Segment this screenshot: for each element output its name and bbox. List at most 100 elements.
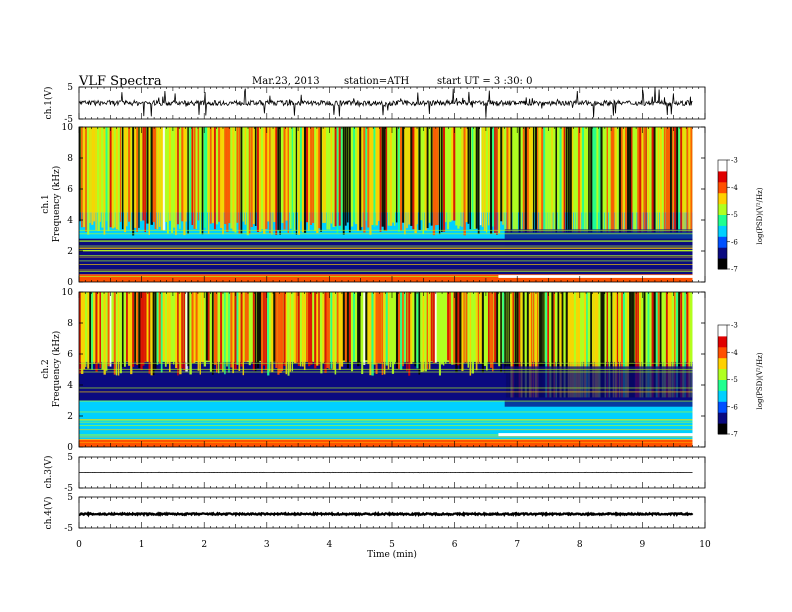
spectrogram-streak — [134, 292, 136, 362]
x-tick-label: 2 — [201, 540, 207, 550]
spectrogram-streak — [117, 127, 120, 231]
spectrogram-streak — [449, 292, 452, 364]
colorbar-swatch — [718, 239, 727, 243]
colorbar-swatch — [718, 214, 727, 217]
spectrogram-streak — [85, 292, 87, 367]
spectrogram-streak — [492, 292, 494, 372]
spectrogram-streak — [584, 292, 587, 398]
spectrogram-streak — [571, 127, 574, 233]
y-tick-label: -5 — [64, 524, 73, 534]
colorbar-swatch — [718, 364, 727, 368]
colorbar-tick-label: -5 — [731, 211, 738, 219]
colorbar-swatch — [718, 412, 727, 415]
colorbar-swatch — [718, 339, 727, 342]
spectrogram-streak — [588, 292, 590, 398]
spectrogram-streak — [669, 127, 672, 233]
spectrogram-streak — [598, 292, 601, 398]
spectrogram-streak — [659, 292, 662, 398]
spectrogram-streak — [81, 292, 84, 374]
spectrogram-streak — [334, 127, 337, 227]
y-tick-label: 4 — [67, 381, 73, 391]
spectrogram-streak — [330, 292, 333, 369]
colorbar-swatch — [718, 344, 727, 348]
spectrogram-streak — [195, 127, 197, 230]
spectrogram-streak — [101, 292, 104, 370]
spectrogram-streak — [338, 292, 341, 370]
y-tick-label: 6 — [67, 350, 73, 360]
spectrogram-streak — [600, 292, 603, 398]
colorbar-swatch — [718, 185, 727, 188]
colorbar-swatch — [718, 414, 727, 417]
spectrogram-streak — [604, 292, 606, 398]
spectrogram-streak — [93, 292, 95, 364]
spectrogram-streak — [381, 127, 384, 227]
spectrogram-streak — [569, 292, 572, 398]
spectrogram-streak — [175, 292, 178, 369]
spectrogram-streak — [275, 127, 278, 236]
spectrogram-streak — [463, 292, 465, 364]
spectrogram-streak — [682, 292, 685, 398]
spectrogram-streak — [490, 127, 493, 234]
spectrogram-streak — [81, 127, 83, 228]
spectrogram-streak — [690, 127, 693, 233]
spectrogram-streak — [389, 292, 392, 368]
ch1-ylabel: ch.1(V) — [43, 87, 54, 120]
narrowband-line — [79, 387, 693, 389]
spectrogram-streak — [502, 292, 505, 363]
colorbar-swatch — [718, 252, 727, 255]
colorbar-swatch — [718, 170, 727, 174]
spectrogram-streak — [573, 292, 577, 398]
colorbar-swatch — [718, 368, 727, 371]
colorbar-swatch — [718, 394, 727, 397]
spectrogram-streak — [103, 127, 106, 235]
spectrogram-streak — [136, 292, 139, 365]
spectrogram-streak — [504, 292, 506, 374]
colorbar-swatch — [718, 230, 727, 234]
spectrogram-streak — [140, 292, 143, 371]
narrowband-line — [79, 229, 693, 231]
spectrogram-streak — [312, 127, 315, 223]
spectrogram-streak — [258, 292, 262, 361]
spectrogram-streak — [301, 292, 304, 367]
spectrogram-streak — [453, 127, 456, 221]
narrowband-line — [79, 419, 693, 421]
spectrogram-streak — [627, 127, 630, 233]
spectrogram-streak — [618, 292, 621, 398]
spectrogram-streak — [522, 292, 525, 398]
spectrogram-streak — [207, 127, 210, 235]
spectrogram-streak — [436, 292, 440, 361]
spectrogram-streak — [528, 127, 532, 233]
spectrogram-streak — [363, 127, 366, 233]
colorbar-tick-label: -4 — [731, 184, 738, 192]
spectrogram-streak — [469, 292, 472, 376]
colorbar-swatch — [718, 383, 727, 386]
spectrogram-streak — [330, 127, 333, 224]
spectrogram-streak — [128, 292, 131, 366]
spectrogram-streak — [224, 127, 227, 225]
spectrogram-streak — [422, 292, 425, 372]
spectrogram-streak — [541, 127, 544, 233]
spectrogram-streak — [559, 127, 562, 233]
spectrogram-streak — [371, 292, 374, 376]
spectrogram-streak — [680, 292, 683, 398]
spectrogram-streak — [455, 127, 458, 226]
spectrogram-streak — [473, 292, 477, 362]
spectrogram-streak — [635, 127, 637, 233]
spectrogram-streak — [308, 292, 311, 367]
spectrogram-streak — [610, 292, 613, 398]
spectrogram-streak — [91, 292, 93, 370]
spectrogram-streak — [324, 292, 327, 374]
spectrogram-streak — [506, 127, 509, 233]
spectrogram-streak — [614, 292, 618, 398]
colorbar-swatch — [718, 221, 727, 225]
spectrogram-streak — [359, 292, 361, 363]
spectrogram-streak — [230, 127, 233, 229]
spectrogram-streak — [580, 292, 582, 398]
narrowband-line — [79, 276, 693, 277]
colorbar-swatch — [718, 196, 727, 199]
spectrogram-streak — [105, 127, 108, 222]
colorbar-swatch — [718, 198, 727, 201]
ch3-ylabel: ch.3(V) — [43, 456, 54, 489]
spectrogram-streak — [207, 292, 210, 361]
spectrogram-streak — [563, 127, 566, 233]
